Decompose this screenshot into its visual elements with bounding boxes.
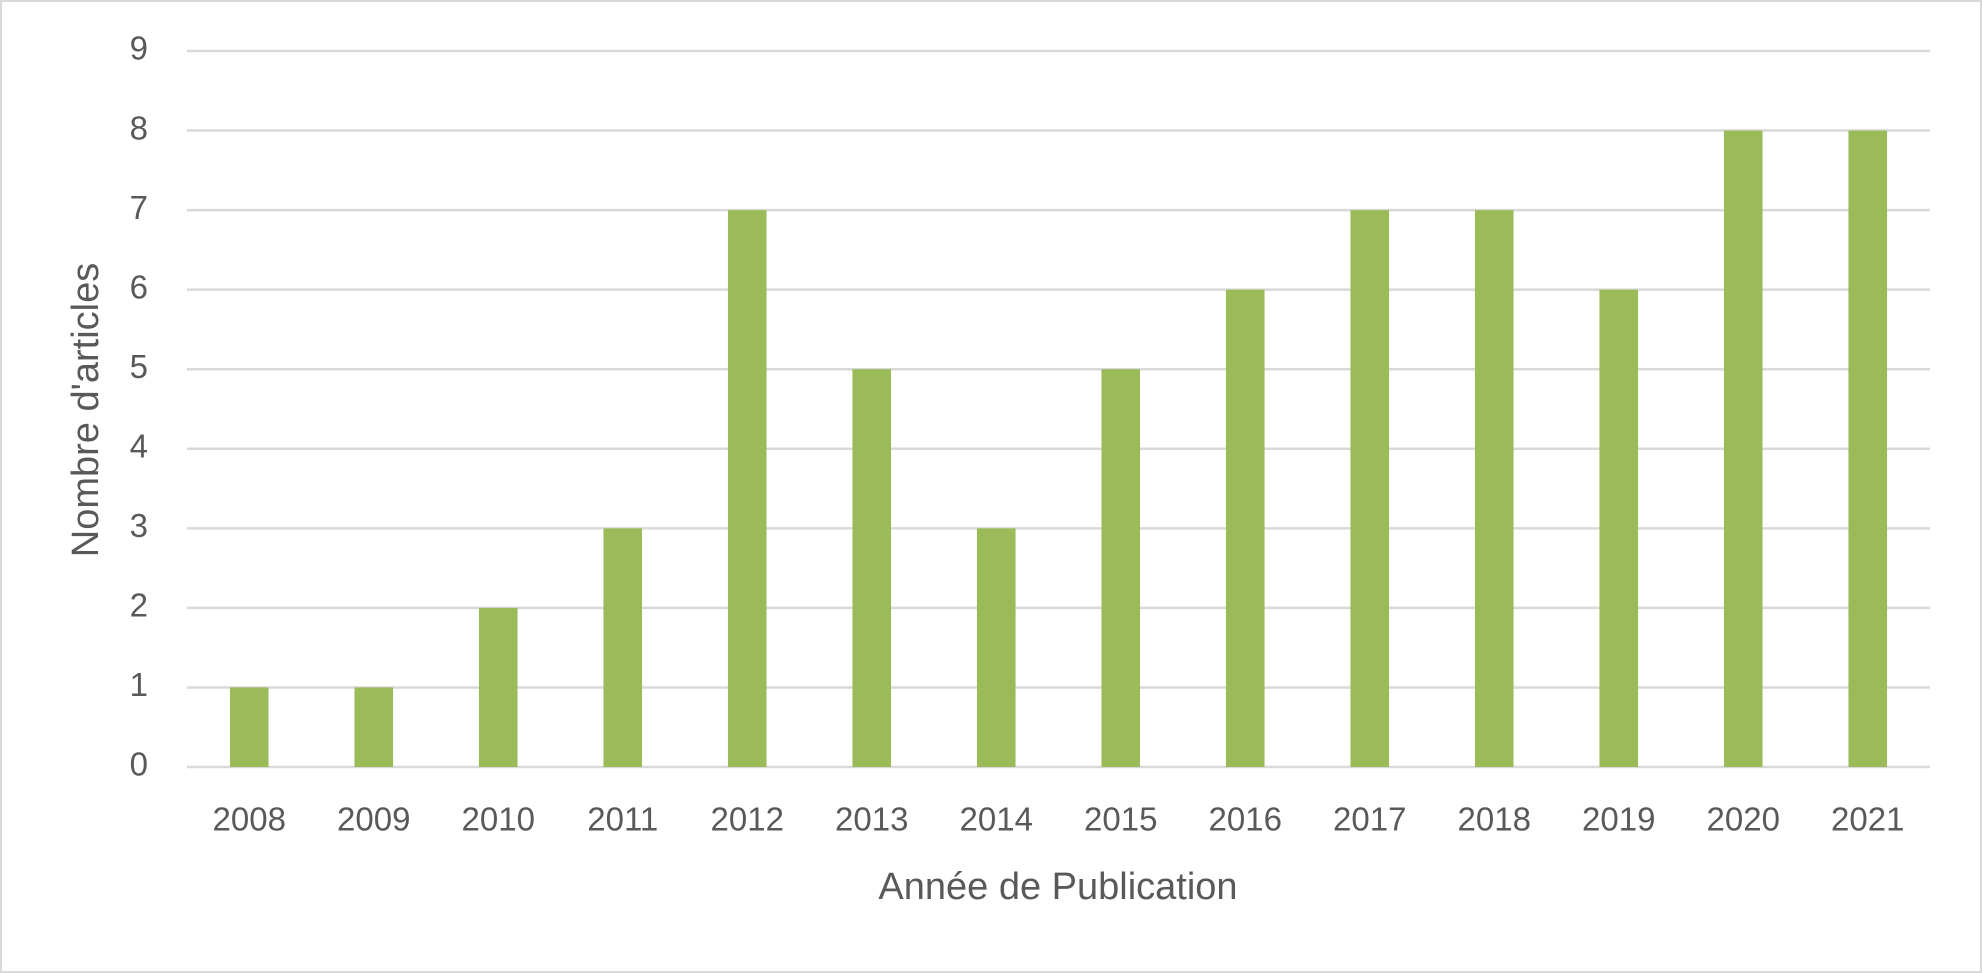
bar <box>603 528 643 767</box>
x-tick-label: 2020 <box>1707 801 1780 838</box>
y-tick-label: 3 <box>130 507 148 544</box>
bar <box>1350 210 1390 768</box>
y-axis-title: Nombre d'articles <box>65 263 107 557</box>
x-tick-label: 2019 <box>1582 801 1655 838</box>
x-axis-title: Année de Publication <box>878 866 1237 908</box>
bar <box>1723 130 1763 768</box>
bar <box>852 369 892 767</box>
bar <box>1101 369 1141 767</box>
bar <box>354 687 394 767</box>
x-tick-label: 2008 <box>213 801 286 838</box>
x-tick-label: 2014 <box>960 801 1033 838</box>
bar <box>1474 210 1514 768</box>
bar <box>478 607 518 767</box>
y-tick-label: 1 <box>130 666 148 703</box>
y-tick-label: 7 <box>130 189 148 226</box>
x-tick-label: 2009 <box>337 801 410 838</box>
bar <box>1225 289 1265 767</box>
y-tick-label: 4 <box>130 427 148 464</box>
x-tick-label: 2021 <box>1831 801 1904 838</box>
bar <box>1599 289 1639 767</box>
bar <box>727 210 767 768</box>
x-tick-label: 2015 <box>1084 801 1157 838</box>
y-tick-label: 9 <box>130 30 148 67</box>
x-tick-label: 2016 <box>1209 801 1282 838</box>
x-tick-label: 2017 <box>1333 801 1406 838</box>
y-tick-label: 5 <box>130 348 148 385</box>
bar <box>976 528 1016 767</box>
y-tick-label: 0 <box>130 746 148 783</box>
x-tick-label: 2010 <box>462 801 535 838</box>
x-tick-label: 2018 <box>1458 801 1531 838</box>
bar <box>1848 130 1888 768</box>
y-tick-label: 6 <box>130 268 148 305</box>
x-tick-label: 2011 <box>587 801 658 838</box>
y-tick-label: 8 <box>130 109 148 146</box>
x-tick-label: 2013 <box>835 801 908 838</box>
bar <box>229 687 269 767</box>
y-tick-label: 2 <box>130 587 148 624</box>
x-tick-label: 2012 <box>711 801 784 838</box>
